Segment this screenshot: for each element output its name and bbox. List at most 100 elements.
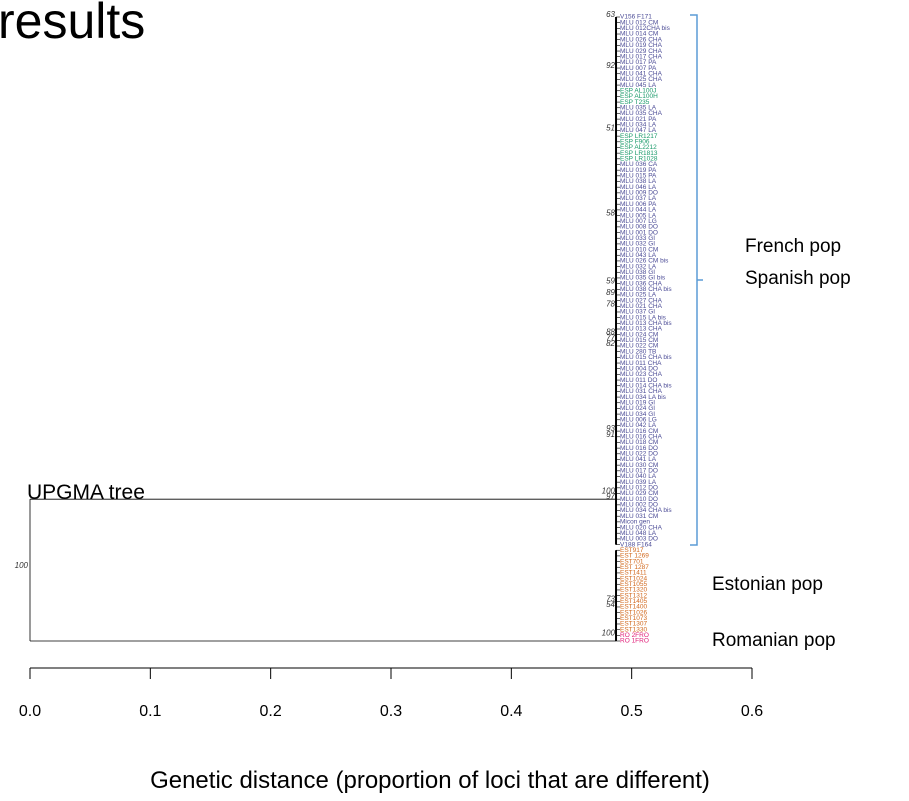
- root-support: 100: [15, 561, 29, 570]
- leaf-label: MLU 042 LA: [620, 422, 657, 429]
- leaf-label: ESP LR1813: [620, 150, 658, 157]
- leaf-label: MLU 016 CHA: [620, 434, 663, 441]
- leaf-label: EST 1287: [620, 564, 649, 571]
- leaf-label: ESP LR1028: [620, 156, 658, 163]
- leaf-label: EST1055: [620, 581, 647, 588]
- leaf-label: MLU 010 CM: [620, 246, 658, 253]
- leaf-label: MLU 014 CM: [620, 31, 658, 38]
- leaf-label: EST1024: [620, 575, 647, 582]
- support-value: 63: [606, 10, 615, 19]
- leaf-label: MLU 016 CM: [620, 428, 658, 435]
- support-value: 91: [606, 430, 615, 439]
- leaf-label: Micon gen: [620, 519, 650, 526]
- leaf-label: MLU 280 TB: [620, 348, 656, 355]
- support-value: 92: [606, 61, 615, 70]
- leaf-label: V188 F164: [620, 541, 652, 548]
- leaf-label: ESP F906: [620, 139, 650, 146]
- leaf-label: MLU 013 CHA: [620, 326, 663, 333]
- leaf-label: MLU 003 DO: [620, 536, 658, 543]
- leaf-label: MLU 017 DO: [620, 468, 658, 475]
- x-tick-label: 0.2: [260, 703, 282, 720]
- leaf-label: EST1411: [620, 570, 647, 577]
- support-value: 59: [606, 277, 615, 286]
- leaf-label: ESP AL100H: [620, 93, 658, 100]
- support-value: 88: [606, 328, 615, 337]
- leaf-label: MLU 021 CHA: [620, 303, 663, 310]
- leaf-label: MLU 031 CHA: [620, 388, 663, 395]
- leaf-label: MLU 013 CHA bis: [620, 320, 672, 327]
- leaf-label: MLU 015 LA bis: [620, 314, 667, 321]
- leaf-label: EST1330: [620, 626, 647, 633]
- support-value: 93: [606, 424, 615, 433]
- x-tick-label: 0.1: [139, 703, 161, 720]
- leaf-label: MLU 026 CHA: [620, 36, 663, 43]
- leaf-label: MLU 018 CM: [620, 439, 658, 446]
- leaf-label: MLU 032 GI: [620, 241, 655, 248]
- group-bracket: [690, 14, 703, 546]
- leaf-label: MLU 038 GI: [620, 269, 655, 276]
- leaf-label: MLU 011 DO: [620, 377, 657, 384]
- leaf-label: MLU 017 PA: [620, 59, 657, 66]
- leaf-label: MLU 022 DO: [620, 451, 658, 458]
- leaf-label: EST917: [620, 547, 644, 554]
- support-value: 82: [606, 339, 615, 348]
- leaf-label: MLU 009 DO: [620, 190, 658, 197]
- leaf-label: EST1405: [620, 598, 647, 605]
- leaf-label: MLU 034 GI: [620, 411, 655, 418]
- leaf-label: MLU 029 CM: [620, 490, 658, 497]
- leaf-label: MLU 048 LA: [620, 530, 657, 537]
- leaf-label: MLU 008 DO: [620, 224, 658, 231]
- support-value: 73: [606, 594, 615, 603]
- leaf-label: MLU 001 DO: [620, 229, 658, 236]
- x-tick-label: 0.4: [500, 703, 522, 720]
- support-value: 97: [606, 492, 615, 501]
- leaf-label: MLU 020 CHA: [620, 524, 663, 531]
- leaf-label: RO 2FRO: [620, 632, 649, 639]
- leaf-label: ESP AL100J: [620, 87, 656, 94]
- support-value: 89: [606, 288, 615, 297]
- leaf-label: MLU 044 LA: [620, 207, 657, 214]
- leaf-label: MLU 017 CHA: [620, 53, 663, 60]
- leaf-label: EST1073: [620, 615, 647, 622]
- group-label: Estonian pop: [712, 574, 823, 595]
- leaf-label: EST1320: [620, 587, 647, 594]
- leaf-label: MLU 015 CM: [620, 337, 658, 344]
- leaf-label: ESP LR1217: [620, 133, 658, 140]
- support-value: 100: [602, 628, 616, 637]
- leaf-label: MLU 029 CHA: [620, 48, 663, 55]
- support-value: 54: [606, 600, 615, 609]
- leaf-label: EST1307: [620, 621, 647, 628]
- x-axis-label: Genetic distance (proportion of loci tha…: [150, 767, 710, 794]
- support-value: 77: [606, 333, 615, 342]
- leaf-label: MLU 025 CHA: [620, 76, 663, 83]
- leaf-label: MLU 024 GI: [620, 405, 655, 412]
- leaf-label: ESP T235: [620, 99, 650, 106]
- support-value: 51: [606, 123, 615, 132]
- leaf-label: ESP AL2212: [620, 144, 657, 151]
- leaf-label: MLU 014 CHA bis: [620, 382, 672, 389]
- leaf-label: MLU 006 PA: [620, 201, 657, 208]
- leaf-label: MLU 035 GI bis: [620, 275, 666, 282]
- leaf-label: MLU 035 CHA: [620, 110, 663, 117]
- leaf-label: MLU 046 LA: [620, 184, 657, 191]
- leaf-label: MLU 012 DO: [620, 485, 658, 492]
- leaf-label: EST701: [620, 558, 644, 565]
- leaf-label: MLU 011 CHA: [620, 360, 662, 367]
- leaf-label: MLU 043 LA: [620, 252, 657, 259]
- leaf-label: MLU 026 CM bis: [620, 258, 669, 265]
- leaf-label: MLU 032 LA: [620, 263, 657, 270]
- leaf-label: MLU 027 CHA: [620, 297, 663, 304]
- leaf-label: MLU 022 CM: [620, 343, 658, 350]
- leaf-label: MLU 012CHA bis: [620, 25, 671, 32]
- leaf-label: MLU 047 LA: [620, 127, 657, 134]
- slide-title: results: [0, 0, 145, 49]
- leaf-label: MLU 036 CHA: [620, 280, 663, 287]
- group-label: French pop: [745, 236, 841, 257]
- leaf-label: MLU 002 DO: [620, 502, 658, 509]
- leaf-label: MLU 019 GI: [620, 399, 655, 406]
- leaf-label: MLU 037 LA: [620, 195, 657, 202]
- leaf-label: MLU 015 CHA bis: [620, 354, 672, 361]
- leaf-label: MLU 023 CHA: [620, 371, 663, 378]
- x-tick-label: 0.3: [380, 703, 402, 720]
- tree-annotation: UPGMA tree: [27, 481, 145, 504]
